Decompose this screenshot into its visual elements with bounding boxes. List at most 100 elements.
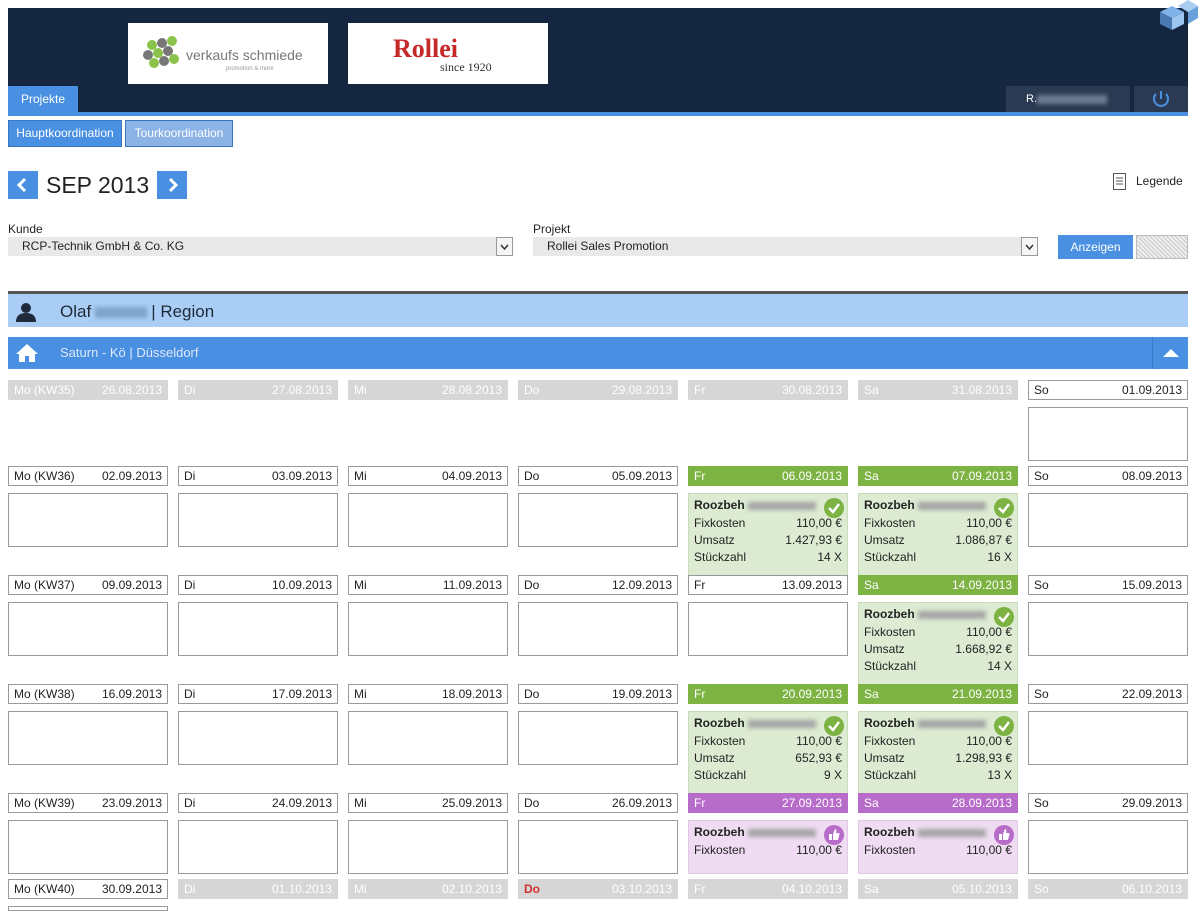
shift-entry[interactable]: Roozbeh Fixkosten 110,00 € Umsatz 652,93 € St…: [688, 711, 848, 796]
day-header[interactable]: So 01.09.2013: [1028, 380, 1188, 400]
day-header[interactable]: Fr 06.09.2013: [688, 466, 848, 486]
day-cell-empty[interactable]: [518, 711, 678, 765]
entry-row-label: Umsatz: [864, 751, 905, 765]
day-cell-empty[interactable]: [178, 602, 338, 656]
show-button[interactable]: Anzeigen: [1058, 235, 1133, 259]
next-month-button[interactable]: [157, 171, 187, 199]
day-cell-empty[interactable]: [178, 493, 338, 547]
day-header[interactable]: Mo (KW36) 02.09.2013: [8, 466, 168, 486]
day-header[interactable]: So 08.09.2013: [1028, 466, 1188, 486]
day-cell-empty[interactable]: [1028, 711, 1188, 765]
day-header[interactable]: Di 17.09.2013: [178, 684, 338, 704]
export-button[interactable]: [1136, 235, 1188, 259]
day-header[interactable]: Sa 07.09.2013: [858, 466, 1018, 486]
day-label: Di: [184, 882, 196, 896]
chevron-down-icon[interactable]: [496, 237, 513, 256]
day-header[interactable]: Mi 02.10.2013: [348, 879, 508, 899]
day-label: Di: [184, 383, 196, 397]
user-menu[interactable]: R.: [1006, 86, 1130, 112]
day-cell-empty[interactable]: [8, 711, 168, 765]
shift-entry[interactable]: Roozbeh Fixkosten 110,00 €: [688, 820, 848, 874]
day-header[interactable]: Do 05.09.2013: [518, 466, 678, 486]
day-header[interactable]: So 06.10.2013: [1028, 879, 1188, 899]
day-cell-empty[interactable]: [8, 820, 168, 874]
day-header[interactable]: Mo (KW39) 23.09.2013: [8, 793, 168, 813]
day-header[interactable]: Mi 18.09.2013: [348, 684, 508, 704]
day-header[interactable]: Do 19.09.2013: [518, 684, 678, 704]
day-cell-empty[interactable]: [518, 602, 678, 656]
day-cell-empty[interactable]: [518, 820, 678, 874]
day-cell-empty[interactable]: [348, 711, 508, 765]
day-label: Fr: [694, 469, 706, 483]
day-header[interactable]: Mo (KW37) 09.09.2013: [8, 575, 168, 595]
day-cell-empty[interactable]: [518, 493, 678, 547]
day-cell-empty[interactable]: [1028, 493, 1188, 547]
day-header[interactable]: Di 27.08.2013: [178, 380, 338, 400]
shift-entry[interactable]: Roozbeh Fixkosten 110,00 € Umsatz 1.298,93 €…: [858, 711, 1018, 796]
day-header[interactable]: Mi 28.08.2013: [348, 380, 508, 400]
logo1-subtitle: promotion & more: [226, 66, 274, 72]
day-cell-empty[interactable]: [348, 602, 508, 656]
shift-entry[interactable]: Roozbeh Fixkosten 110,00 € Umsatz 1.427,93 €…: [688, 493, 848, 578]
day-cell-empty[interactable]: [1028, 407, 1188, 461]
day-header[interactable]: Di 10.09.2013: [178, 575, 338, 595]
day-cell-empty[interactable]: [8, 602, 168, 656]
day-cell-empty[interactable]: [178, 711, 338, 765]
day-header[interactable]: Sa 31.08.2013: [858, 380, 1018, 400]
day-cell-empty[interactable]: [1028, 820, 1188, 874]
day-header[interactable]: Di 01.10.2013: [178, 879, 338, 899]
day-header[interactable]: Mo (KW35) 26.08.2013: [8, 380, 168, 400]
day-date: 27.09.2013: [781, 796, 842, 810]
day-cell-empty[interactable]: [1028, 602, 1188, 656]
day-header[interactable]: Mo (KW40) 30.09.2013: [8, 879, 168, 899]
promoter-name: Roozbeh: [864, 498, 986, 512]
day-header[interactable]: Fr 04.10.2013: [688, 879, 848, 899]
day-header[interactable]: Sa 28.09.2013: [858, 793, 1018, 813]
day-header[interactable]: Fr 30.08.2013: [688, 380, 848, 400]
tab-hauptkoordination[interactable]: Hauptkoordination: [8, 120, 122, 147]
day-header[interactable]: So 22.09.2013: [1028, 684, 1188, 704]
promoter-first-name: Roozbeh: [694, 498, 745, 512]
collapse-button[interactable]: [1152, 337, 1188, 369]
day-header[interactable]: Do 03.10.2013: [518, 879, 678, 899]
day-label: Mo (KW40): [14, 882, 75, 896]
shift-entry[interactable]: Roozbeh Fixkosten 110,00 € Umsatz 1.668,92 €…: [858, 602, 1018, 687]
day-date: 07.09.2013: [951, 469, 1012, 483]
day-header[interactable]: Di 24.09.2013: [178, 793, 338, 813]
day-header[interactable]: Mi 04.09.2013: [348, 466, 508, 486]
shift-entry[interactable]: Roozbeh Fixkosten 110,00 € Umsatz 1.086,87 €…: [858, 493, 1018, 578]
day-header[interactable]: Do 26.09.2013: [518, 793, 678, 813]
shift-entry[interactable]: Roozbeh Fixkosten 110,00 €: [858, 820, 1018, 874]
store-header[interactable]: Saturn - Kö | Düsseldorf: [8, 337, 1188, 369]
legend-link[interactable]: Legende: [1136, 174, 1183, 188]
day-cell-empty[interactable]: [348, 820, 508, 874]
kunde-select[interactable]: RCP-Technik GmbH & Co. KG: [8, 237, 513, 256]
day-cell-empty[interactable]: [688, 602, 848, 656]
tab-projekte[interactable]: Projekte: [8, 86, 78, 112]
day-header[interactable]: Fr 20.09.2013: [688, 684, 848, 704]
day-header[interactable]: Sa 05.10.2013: [858, 879, 1018, 899]
chevron-down-icon[interactable]: [1021, 237, 1038, 256]
day-header[interactable]: Di 03.09.2013: [178, 466, 338, 486]
prev-month-button[interactable]: [8, 171, 38, 199]
tab-tourkoordination[interactable]: Tourkoordination: [125, 120, 233, 147]
logout-button[interactable]: [1134, 86, 1188, 112]
day-header[interactable]: Mo (KW38) 16.09.2013: [8, 684, 168, 704]
day-cell-empty[interactable]: [178, 820, 338, 874]
day-header[interactable]: So 29.09.2013: [1028, 793, 1188, 813]
day-cell-empty[interactable]: [348, 493, 508, 547]
day-header[interactable]: Fr 27.09.2013: [688, 793, 848, 813]
day-header[interactable]: Fr 13.09.2013: [688, 575, 848, 595]
day-header[interactable]: Sa 14.09.2013: [858, 575, 1018, 595]
day-header[interactable]: Do 12.09.2013: [518, 575, 678, 595]
day-header[interactable]: Mi 11.09.2013: [348, 575, 508, 595]
day-header[interactable]: Mi 25.09.2013: [348, 793, 508, 813]
legend-icon[interactable]: [1113, 173, 1126, 190]
corner-brand-icon: [1158, 0, 1198, 30]
day-cell-empty[interactable]: [8, 493, 168, 547]
day-cell-empty[interactable]: [8, 906, 168, 911]
day-header[interactable]: So 15.09.2013: [1028, 575, 1188, 595]
projekt-select[interactable]: Rollei Sales Promotion: [533, 237, 1038, 256]
day-header[interactable]: Do 29.08.2013: [518, 380, 678, 400]
day-header[interactable]: Sa 21.09.2013: [858, 684, 1018, 704]
